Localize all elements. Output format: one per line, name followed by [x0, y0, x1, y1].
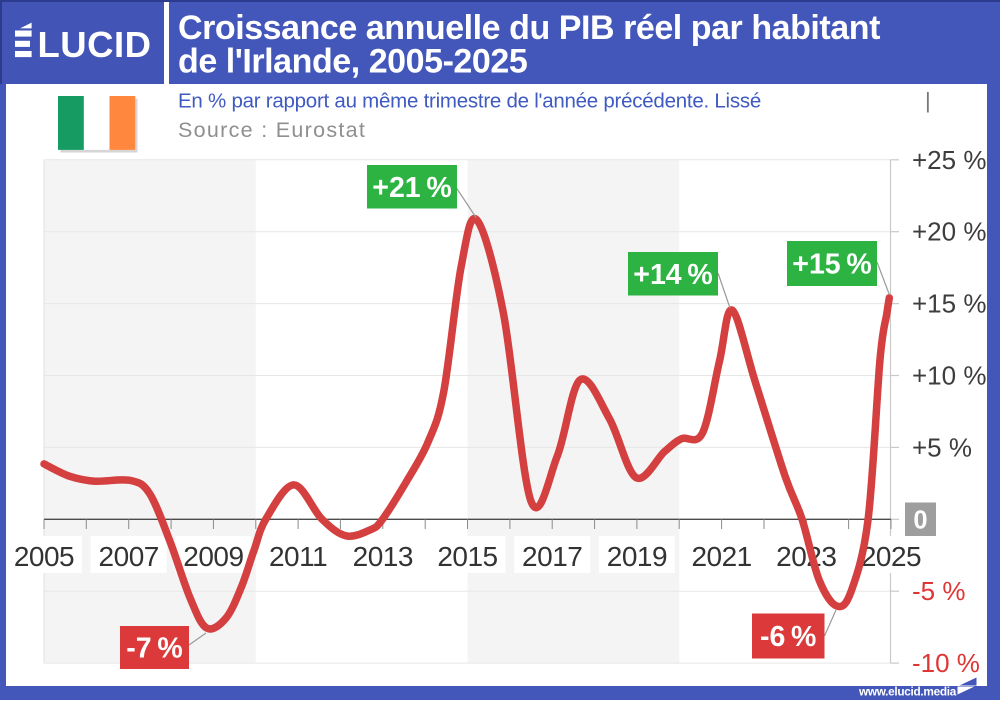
svg-text:2007: 2007 [99, 541, 159, 572]
svg-text:+10 %: +10 % [912, 361, 986, 391]
svg-text:2013: 2013 [353, 541, 413, 572]
svg-text:Source : Eurostat: Source : Eurostat [178, 118, 366, 142]
svg-text:-5 %: -5 % [912, 576, 965, 606]
svg-text:+21 %: +21 % [372, 172, 451, 204]
svg-text:|: | [925, 88, 931, 113]
svg-text:2021: 2021 [691, 541, 751, 572]
svg-text:-10 %: -10 % [912, 648, 980, 678]
svg-text:2011: 2011 [269, 541, 327, 572]
svg-text:2025: 2025 [861, 541, 921, 572]
svg-text:2015: 2015 [437, 541, 497, 572]
svg-text:www.elucid.media: www.elucid.media [858, 685, 957, 699]
svg-text:+20 %: +20 % [912, 217, 986, 247]
svg-text:de l'Irlande, 2005-2025: de l'Irlande, 2005-2025 [178, 43, 527, 81]
svg-text:2019: 2019 [607, 541, 667, 572]
svg-text:Croissance annuelle du PIB rée: Croissance annuelle du PIB réel par habi… [178, 9, 880, 47]
svg-text:+15 %: +15 % [792, 249, 871, 281]
svg-text:-7 %: -7 % [126, 633, 182, 665]
svg-text:LUCID: LUCID [38, 24, 152, 65]
svg-text:+5 %: +5 % [912, 432, 972, 462]
svg-text:-6 %: -6 % [760, 621, 816, 653]
svg-text:2009: 2009 [183, 541, 243, 572]
svg-text:2005: 2005 [14, 541, 74, 572]
svg-text:En % par rapport au même trime: En % par rapport au même trimestre de l'… [178, 90, 761, 113]
svg-text:2017: 2017 [522, 541, 582, 572]
svg-text:+15 %: +15 % [912, 289, 986, 319]
svg-text:0: 0 [913, 507, 927, 535]
svg-text:+14 %: +14 % [633, 259, 712, 291]
svg-text:+25 %: +25 % [912, 145, 986, 175]
